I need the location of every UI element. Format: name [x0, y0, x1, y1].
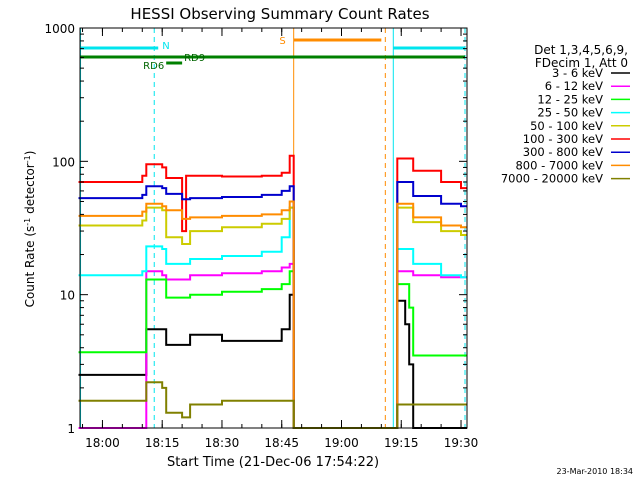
legend-label-1: 3 - 6 keV: [552, 66, 603, 80]
series-line-7: [78, 181, 467, 429]
y-axis-label-sup1: -1: [23, 218, 32, 226]
y-tick-label: 1: [67, 422, 75, 436]
y-axis-label-main: Count Rate (s: [23, 226, 37, 308]
y-axis-label-sup2: -1: [23, 155, 32, 163]
x-tick-label: 19:15: [384, 436, 419, 450]
timestamp: 23-Mar-2010 18:34: [557, 467, 634, 476]
series-line-6: [78, 154, 467, 429]
legend-label-4: 25 - 50 keV: [537, 106, 603, 120]
plot-frame: [79, 27, 468, 429]
y-tick-label: 10: [60, 289, 75, 303]
y-tick-label: 100: [52, 155, 75, 169]
y-axis-label: Count Rate (s-1 detector-1): [23, 151, 37, 308]
legend-label-5: 50 - 100 keV: [530, 119, 603, 133]
x-tick-label: 18:30: [205, 436, 240, 450]
legend-label-9: 7000 - 20000 keV: [501, 172, 603, 186]
series-group: [78, 154, 467, 429]
series-line-2: [78, 262, 467, 429]
legend-label-7: 300 - 800 keV: [523, 145, 603, 159]
legend-label-2: 6 - 12 keV: [545, 79, 603, 93]
series-line-8: [78, 200, 467, 429]
y-axis-label-mid: detector: [23, 163, 37, 218]
flag-label-rd9: RD9: [184, 53, 205, 64]
x-tick-label: 18:45: [264, 436, 299, 450]
flag-label-s: S: [279, 36, 285, 47]
axis-ticks: 18:00 18:15 18:30 18:45 19:00 19:15 19:30 1 10 10…: [44, 22, 478, 450]
x-tick-label: 19:30: [444, 436, 479, 450]
series-line-3: [78, 270, 467, 429]
legend-label-3: 12 - 25 keV: [537, 92, 603, 106]
chart-title: HESSI Observing Summary Count Rates: [130, 5, 429, 23]
x-tick-label: 19:00: [324, 436, 359, 450]
y-axis-label-end: ): [23, 151, 37, 156]
legend-header-1: Det 1,3,4,5,6,9,: [534, 43, 628, 57]
x-tick-label: 18:00: [85, 436, 120, 450]
x-axis-label: Start Time (21-Dec-06 17:54:22): [167, 455, 379, 470]
flag-label-n: N: [162, 41, 169, 52]
legend-label-6: 100 - 300 keV: [523, 132, 603, 146]
series-line-1: [78, 293, 467, 429]
flag-bars: N S RD6 RD9: [80, 36, 466, 72]
y-tick-label: 1000: [44, 22, 75, 36]
x-tick-label: 18:15: [145, 436, 180, 450]
legend: Det 1,3,4,5,6,9, FDecim 1, Att 0 3 - 6 k…: [501, 43, 630, 186]
series-line-4: [78, 206, 467, 429]
flag-label-rd6: RD6: [143, 61, 164, 72]
legend-label-8: 800 - 7000 keV: [515, 158, 603, 172]
legend-header-2: FDecim 1, Att 0: [535, 56, 628, 70]
